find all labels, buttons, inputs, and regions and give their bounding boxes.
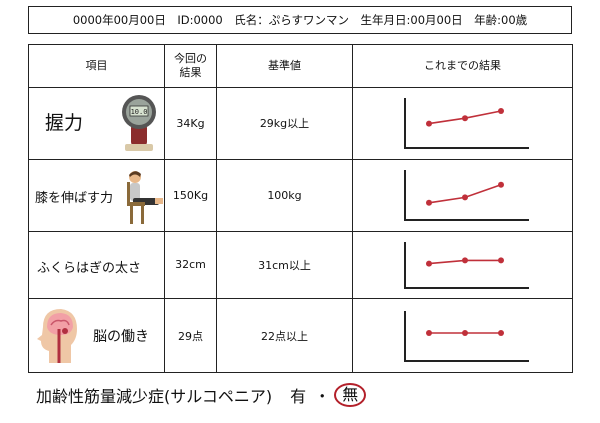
table-row: 膝を伸ばす力 150Kg 100kg [28, 158, 573, 232]
results-table: 項目 今回の 結果 基準値 これまでの結果 握力 10.0 34Kg 29kg以上… [28, 43, 573, 373]
trend-point [497, 181, 504, 188]
history-mini-chart [403, 170, 529, 222]
table-row: 握力 10.0 34Kg 29kg以上 [28, 87, 573, 160]
option-separator: ・ [314, 387, 331, 406]
trend-point [461, 257, 468, 264]
history-cell [352, 298, 573, 373]
chart-axis [403, 170, 529, 222]
history-mini-chart [403, 310, 529, 362]
col-header-item: 項目 [28, 43, 165, 89]
item-cell: 脳の働き [28, 298, 165, 373]
patient-info-box: 0000年00月00日 ID:0000 氏名：ぷらすワンマン 生年月日:00月0… [28, 6, 572, 34]
col-header-result: 今回の 結果 [164, 43, 217, 89]
item-label: 握力 [45, 112, 84, 135]
history-cell [352, 158, 573, 232]
trend-point [425, 121, 432, 128]
standard-cell: 100kg [216, 158, 353, 232]
trend-point [425, 329, 432, 336]
item-label: ふくらはぎの太さ [37, 260, 142, 276]
result-cell: 150Kg [164, 158, 217, 232]
diagnosis-label: 加齢性筋量減少症(サルコペニア) [36, 387, 273, 406]
standard-cell: 29kg以上 [216, 87, 353, 160]
history-mini-chart [403, 98, 529, 150]
standard-cell: 31cm以上 [216, 230, 353, 300]
trend-point [461, 329, 468, 336]
seated-leg-extension-icon [127, 170, 163, 224]
trend-point [461, 115, 468, 122]
standard-cell: 22点以上 [216, 298, 353, 373]
trend-point [425, 260, 432, 267]
col-header-history: これまでの結果 [352, 43, 573, 89]
col-header-standard: 基準値 [216, 43, 353, 89]
table-row: 脳の働き 29点 22点以上 [28, 298, 573, 373]
trend-point [497, 329, 504, 336]
item-label: 脳の働き [93, 329, 149, 346]
trend-point [425, 199, 432, 206]
item-cell: ふくらはぎの太さ [28, 230, 165, 300]
chart-axis [403, 241, 529, 289]
brain-head-profile-icon [37, 309, 77, 364]
chart-axis [403, 310, 529, 362]
history-mini-chart [403, 241, 529, 289]
result-cell: 32cm [164, 230, 217, 300]
patient-info-text: 0000年00月00日 ID:0000 氏名：ぷらすワンマン 生年月日:00月0… [72, 13, 528, 27]
header-row: 項目 今回の 結果 基準値 これまでの結果 [28, 43, 573, 89]
trend-point [497, 257, 504, 264]
option-no-circled: 無 [334, 383, 367, 407]
svg-text:10.0: 10.0 [131, 108, 148, 116]
table-row: ふくらはぎの太さ 32cm 31cm以上 [28, 230, 573, 300]
trend-point [461, 194, 468, 201]
item-label: 膝を伸ばす力 [35, 190, 114, 206]
item-cell: 握力 10.0 [28, 87, 165, 160]
diagnosis-line: 加齢性筋量減少症(サルコペニア) 有 ・ 無 [36, 382, 367, 408]
result-cell: 34Kg [164, 87, 217, 160]
option-yes: 有 [290, 387, 307, 406]
trend-point [497, 108, 504, 115]
chart-axis [403, 98, 529, 150]
item-cell: 膝を伸ばす力 [28, 158, 165, 232]
history-cell [352, 87, 573, 160]
result-cell: 29点 [164, 298, 217, 373]
grip-dynamometer-icon: 10.0 [122, 95, 156, 152]
history-cell [352, 230, 573, 300]
